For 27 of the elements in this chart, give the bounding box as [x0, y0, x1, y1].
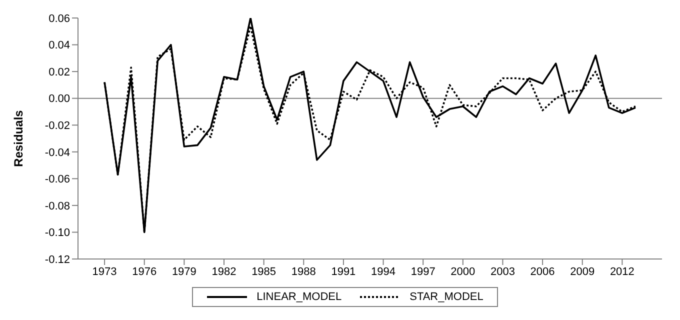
- x-tick-label: 1973: [92, 266, 117, 278]
- y-tick-label: 0.06: [48, 12, 70, 25]
- x-tick-label: 1988: [291, 266, 316, 278]
- x-tick-label: 1985: [252, 266, 276, 278]
- x-tick-label: 1997: [410, 266, 436, 278]
- y-tick-label: -0.10: [44, 227, 70, 240]
- y-tick-label: -0.12: [44, 254, 70, 266]
- x-tick-label: 1991: [331, 266, 356, 278]
- x-tick-label: 1982: [212, 266, 236, 278]
- x-tick-label: 1979: [172, 266, 196, 278]
- y-tick-label: -0.08: [44, 200, 70, 212]
- legend-label: STAR_MODEL: [410, 291, 484, 303]
- x-tick-label: 2003: [490, 266, 515, 278]
- x-tick-label: 2000: [450, 266, 476, 278]
- y-axis-title: Residuals: [11, 110, 26, 167]
- y-tick-label: 0.04: [48, 40, 70, 52]
- y-tick-label: -0.06: [44, 174, 70, 186]
- x-tick-label: 2012: [610, 266, 634, 278]
- legend-label: LINEAR_MODEL: [256, 291, 342, 303]
- y-tick-label: -0.02: [44, 120, 70, 132]
- x-tick-label: 1976: [132, 266, 157, 278]
- y-tick-label: -0.04: [44, 146, 70, 159]
- x-tick-label: 2009: [570, 266, 595, 278]
- x-tick-label: 1994: [371, 266, 396, 278]
- y-tick-label: 0.00: [48, 93, 70, 106]
- y-tick-label: 0.02: [48, 66, 70, 78]
- x-tick-label: 2006: [530, 266, 555, 278]
